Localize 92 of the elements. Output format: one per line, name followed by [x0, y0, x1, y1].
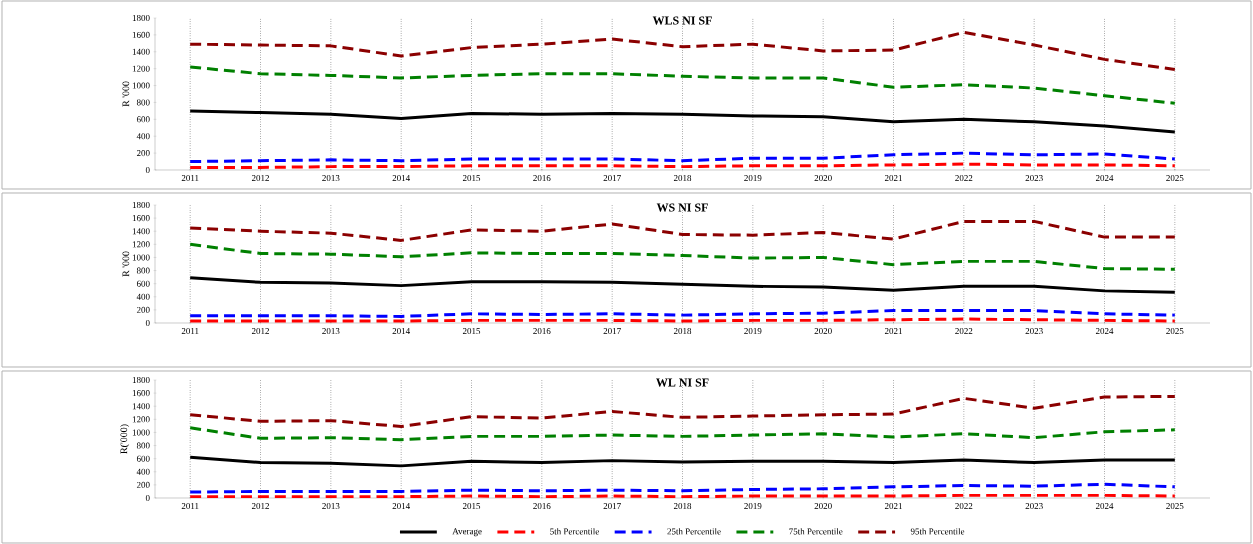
legend-label: 75th Percentile	[789, 528, 843, 535]
chart-title: WS NI SF	[656, 203, 708, 212]
y-tick-label: 600	[136, 455, 150, 462]
x-tick-label: 2015	[462, 328, 481, 335]
line-series	[188, 426, 1177, 442]
y-tick-label: 400	[136, 468, 150, 475]
x-tick-label: 2025	[1166, 175, 1184, 182]
x-tick-label: 2016	[533, 175, 551, 182]
y-axis-title: R '000	[122, 81, 130, 107]
x-tick-label: 2013	[322, 175, 340, 182]
x-tick-label: 2018	[673, 328, 692, 335]
x-tick-label: 2011	[181, 175, 199, 182]
y-tick-label: 400	[136, 133, 150, 140]
y-tick-label: 1200	[132, 241, 150, 248]
y-tick-label: 1800	[132, 201, 150, 209]
x-tick-label: 2012	[251, 175, 269, 182]
x-tick-label: 2015	[462, 175, 481, 182]
x-tick-label: 2024	[1095, 503, 1114, 510]
y-axis-title: R '000	[122, 251, 130, 277]
y-tick-label: 1000	[132, 82, 150, 89]
x-tick-label: 2023	[1025, 328, 1043, 335]
line-series	[188, 219, 1177, 242]
y-tick-label: 800	[136, 267, 150, 274]
x-tick-label: 2016	[533, 503, 551, 510]
x-tick-label: 2011	[181, 328, 199, 335]
x-tick-label: 2018	[673, 503, 692, 510]
y-tick-label: 200	[136, 481, 150, 488]
y-tick-label: 600	[136, 116, 150, 123]
y-tick-label: 1200	[132, 416, 150, 423]
x-tick-label: 2022	[955, 503, 973, 510]
x-tick-label: 2019	[744, 328, 762, 335]
x-tick-label: 2020	[814, 175, 832, 182]
y-tick-label: 0	[145, 166, 150, 174]
x-tick-label: 2024	[1095, 175, 1114, 182]
x-tick-label: 2023	[1025, 175, 1043, 182]
x-tick-label: 2014	[392, 328, 410, 335]
y-tick-label: 400	[136, 293, 150, 300]
x-tick-label: 2021	[884, 503, 902, 510]
line-series	[188, 394, 1177, 429]
x-tick-label: 2021	[884, 175, 902, 182]
x-tick-label: 2020	[814, 503, 832, 510]
y-tick-label: 800	[136, 442, 150, 449]
legend-label: 25th Percentile	[667, 528, 721, 535]
chart-title: WLS NI SF	[652, 16, 712, 25]
x-tick-label: 2020	[814, 328, 832, 335]
x-tick-label: 2018	[673, 175, 692, 182]
legend-label: Average	[452, 528, 482, 537]
x-tick-label: 2019	[744, 175, 762, 182]
x-tick-label: 2016	[533, 328, 551, 335]
chart-title: WL NI SF	[656, 378, 709, 387]
x-tick-label: 2012	[251, 328, 269, 335]
y-tick-label: 0	[145, 319, 150, 327]
x-tick-label: 2012	[251, 503, 269, 510]
y-tick-label: 1000	[132, 429, 150, 436]
line-series	[188, 30, 1177, 72]
legend-label: 5th Percentile	[550, 528, 599, 535]
x-tick-label: 2017	[603, 328, 621, 335]
y-tick-label: 200	[136, 150, 150, 157]
x-tick-label: 2022	[955, 328, 973, 335]
x-tick-label: 2011	[181, 503, 199, 510]
x-tick-label: 2022	[955, 175, 973, 182]
x-tick-label: 2014	[392, 175, 410, 182]
y-tick-label: 1200	[132, 65, 150, 72]
x-tick-label: 2013	[322, 328, 340, 335]
y-tick-label: 1400	[132, 228, 150, 235]
x-tick-label: 2015	[462, 503, 481, 510]
y-tick-label: 0	[145, 494, 150, 502]
y-tick-label: 1600	[132, 31, 150, 38]
x-tick-label: 2023	[1025, 503, 1043, 510]
y-tick-label: 1800	[132, 376, 150, 384]
line-series	[188, 65, 1177, 105]
y-tick-label: 1400	[132, 48, 150, 55]
y-axis-title: R('000)	[120, 424, 130, 454]
legend-label: 95th Percentile	[910, 528, 965, 535]
x-tick-label: 2025	[1166, 328, 1184, 335]
y-tick-label: 200	[136, 306, 150, 313]
y-tick-label: 1000	[132, 254, 150, 261]
x-tick-label: 2024	[1095, 328, 1114, 335]
x-tick-label: 2017	[603, 175, 621, 182]
y-tick-label: 800	[136, 99, 150, 106]
y-tick-label: 1600	[132, 390, 150, 397]
y-tick-label: 600	[136, 280, 150, 287]
x-tick-label: 2013	[322, 503, 340, 510]
line-series	[188, 242, 1177, 271]
x-tick-label: 2019	[744, 503, 762, 510]
x-tick-label: 2014	[392, 503, 410, 510]
y-tick-label: 1400	[132, 403, 150, 410]
y-tick-label: 1600	[132, 215, 150, 222]
x-tick-label: 2021	[884, 328, 902, 335]
y-tick-label: 1800	[132, 14, 150, 22]
x-tick-label: 2017	[603, 503, 621, 510]
x-tick-label: 2025	[1166, 503, 1184, 510]
